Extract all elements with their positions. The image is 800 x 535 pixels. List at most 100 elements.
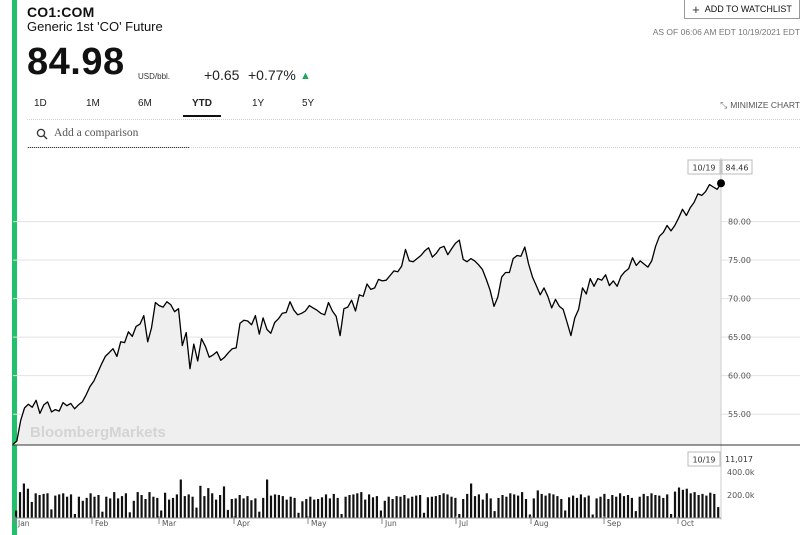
tab-6m[interactable]: 6M xyxy=(138,98,152,109)
volume-bar xyxy=(642,493,645,519)
last-date-label: 10/19 xyxy=(692,164,715,173)
tab-5y[interactable]: 5Y xyxy=(302,98,315,109)
volume-bar xyxy=(105,496,108,518)
volume-bar xyxy=(22,483,25,518)
volume-bar xyxy=(575,497,579,518)
tab-1d[interactable]: 1D xyxy=(34,98,47,109)
x-tick-label: Oct xyxy=(681,519,694,528)
volume-bar xyxy=(179,479,182,518)
volume-bar xyxy=(591,514,594,518)
volume-bar xyxy=(113,492,116,518)
volume-bar xyxy=(344,496,347,518)
volume-bar xyxy=(356,493,359,518)
volume-bar xyxy=(368,494,371,518)
volume-bar xyxy=(458,514,461,518)
price-line xyxy=(12,182,722,445)
volume-bar xyxy=(168,499,171,518)
volume-bar xyxy=(552,494,555,518)
volume-bar xyxy=(658,495,661,518)
volume-bar xyxy=(501,495,504,518)
volume-bar xyxy=(681,489,684,518)
volume-bar xyxy=(603,493,606,519)
volume-bar xyxy=(215,499,218,518)
add-to-watchlist-label: ADD TO WATCHLIST xyxy=(704,4,792,14)
volume-bar xyxy=(670,514,673,518)
volume-bar xyxy=(148,492,151,518)
volume-bar xyxy=(297,512,300,518)
volume-bar xyxy=(509,493,512,518)
volume-bar xyxy=(532,498,535,518)
y-tick-label: 75.00 xyxy=(728,256,751,265)
volume-bar xyxy=(375,496,378,518)
volume-bar xyxy=(301,501,304,518)
volume-bar xyxy=(560,499,563,518)
volume-axis: 400.0k 200.0k xyxy=(727,468,755,500)
volume-bar xyxy=(693,492,696,518)
volume-date-badge: 10/19 xyxy=(687,451,721,467)
volume-bar xyxy=(391,499,394,518)
volume-bar xyxy=(254,498,257,518)
x-tick-label: Jul xyxy=(458,519,468,528)
volume-bar xyxy=(77,496,80,518)
volume-bar xyxy=(328,498,331,518)
volume-bar xyxy=(199,485,202,518)
last-volume-label: 11,017 xyxy=(725,455,753,464)
volume-bar xyxy=(250,500,253,518)
volume-bar xyxy=(473,496,477,518)
volume-tick-label: 200.0k xyxy=(727,491,755,500)
volume-bar xyxy=(97,495,100,518)
volume-bar xyxy=(717,507,720,518)
y-tick-label: 60.00 xyxy=(728,372,751,381)
volume-bar xyxy=(85,497,88,518)
tab-1m[interactable]: 1M xyxy=(86,98,100,109)
volume-bar xyxy=(450,496,453,518)
volume-bar xyxy=(38,495,41,518)
volume-bar xyxy=(89,493,92,518)
volume-bar xyxy=(273,494,277,518)
volume-bar xyxy=(403,495,406,518)
volume-bar xyxy=(140,495,143,518)
divider xyxy=(27,119,800,120)
volume-bar xyxy=(73,514,76,518)
volume-bar xyxy=(485,493,488,518)
volume-tick-label: 400.0k xyxy=(727,468,755,477)
volume-bar xyxy=(583,497,586,518)
volume-bar xyxy=(477,494,480,518)
volume-bar xyxy=(438,495,441,518)
volume-bar xyxy=(622,496,626,518)
volume-bar xyxy=(156,497,159,518)
volume-bar xyxy=(203,496,206,518)
volume-bar xyxy=(638,496,641,518)
comparison-search-input[interactable] xyxy=(54,124,184,142)
volume-bar xyxy=(144,499,147,518)
volume-bar xyxy=(442,493,445,518)
volume-bar xyxy=(293,497,296,518)
x-tick-label: Aug xyxy=(534,519,549,528)
volume-bar xyxy=(348,495,351,518)
volume-bar xyxy=(454,497,457,518)
tab-1y[interactable]: 1Y xyxy=(252,98,265,109)
volume-bar xyxy=(611,495,614,518)
volume-bar xyxy=(26,488,29,518)
y-tick-label: 65.00 xyxy=(728,333,751,342)
security-name: Generic 1st 'CO' Future xyxy=(27,19,163,34)
volume-bar xyxy=(379,510,382,518)
volume-bar xyxy=(242,498,245,518)
minimize-chart-button[interactable]: ⤡ MINIMIZE CHART xyxy=(720,100,800,111)
volume-bar xyxy=(175,494,178,518)
x-tick-label: Feb xyxy=(95,519,109,528)
volume-bar xyxy=(387,496,390,518)
volume-bar xyxy=(160,510,163,518)
volume-bar xyxy=(230,499,233,518)
volume-bar xyxy=(66,496,69,518)
volume-bar xyxy=(336,497,339,518)
volume-bar xyxy=(705,495,708,518)
volume-bar xyxy=(556,496,559,518)
tab-ytd[interactable]: YTD xyxy=(183,97,221,117)
volume-bar xyxy=(81,500,84,519)
volume-bar xyxy=(207,488,210,518)
last-value-label: 84.46 xyxy=(726,164,749,173)
x-tick-label: Jan xyxy=(17,519,30,528)
volume-bar xyxy=(434,496,437,518)
